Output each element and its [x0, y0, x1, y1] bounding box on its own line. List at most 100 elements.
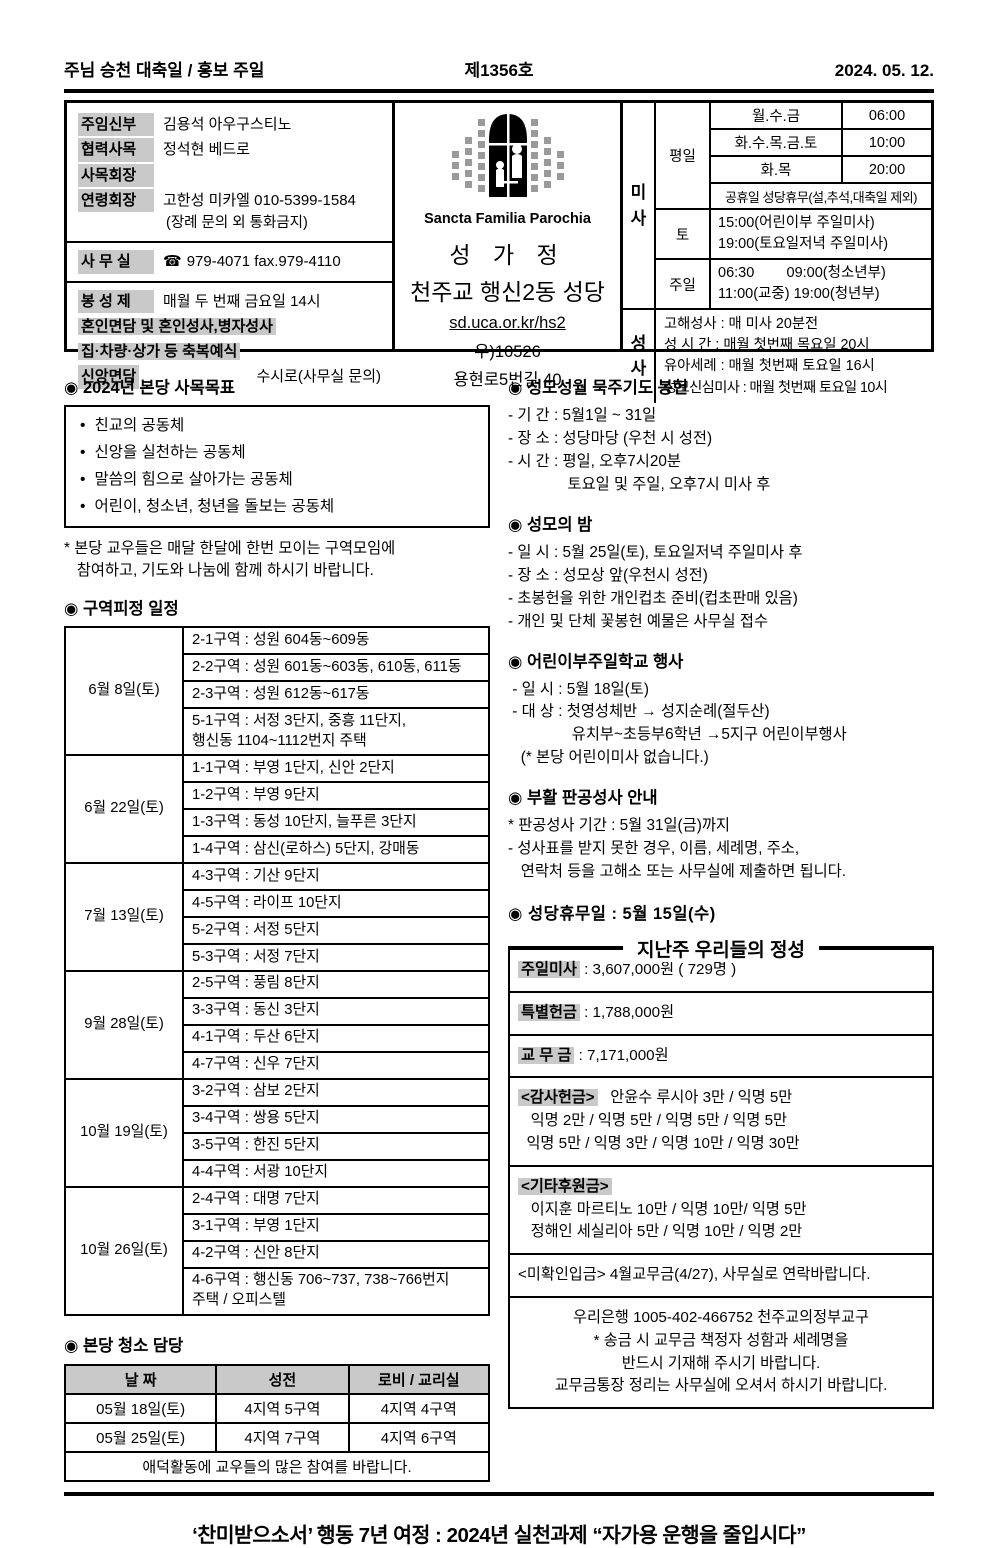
sunday-row: 주일 06:30 09:00(청소년부) 11:00(교중) 19:00(청년부… [656, 258, 931, 309]
goal-item: • 친교의 공동체 [80, 417, 185, 434]
pastor-row: 주임신부 김용석 아우구스티노 [78, 113, 381, 137]
offering-box: 지난주 우리들의 정성 주일미사 : 3,607,000원 ( 729명 ) 특… [508, 935, 934, 1410]
table-row: 2-3구역 : 성원 612동~617동 [65, 680, 490, 710]
table-row: 7월 13일(토) 4-3구역 : 기산 9단지 [64, 862, 490, 972]
table-row: 2-2구역 : 성원 601동~603동, 610동, 611동 [65, 653, 490, 683]
table-row: 1-4구역 : 삼신(로하스) 5단지, 강매동 [65, 835, 490, 865]
faith-row: 신앙면담 수시로(사무실 문의) [78, 365, 381, 389]
schedule-panel: 미사 평일 월.수.금 06:00 화.수.목.금.토 10:00 [623, 103, 931, 403]
seniors-label: 연령회장 [78, 188, 154, 212]
pastor-name: 김용석 아우구스티노 [163, 116, 292, 133]
sunday-label: 주일 [656, 260, 711, 309]
goals-heading: ◉ 2024년 본당 사목목표 [64, 379, 236, 397]
offering-dues-row: 교 무 금 : 7,171,000원 [510, 1033, 932, 1077]
mass-table: 평일 월.수.금 06:00 화.수.목.금.토 10:00 화 [656, 103, 931, 309]
retreat-heading: ◉ 구역피정 일정 [64, 600, 179, 619]
rosary-body: - 기 간 : 5월1일 ~ 31일 - 장 소 : 성당마당 (우천 시 성전… [508, 407, 771, 493]
saturday-row: 토 15:00(어린이부 주일미사) 19:00(토요일저녁 주일미사) [656, 210, 931, 259]
parish-logo [451, 114, 564, 197]
easter-confession-heading: ◉ 부활 판공성사 안내 [508, 789, 658, 808]
retreat-schedule-table: 6월 8일(토) 2-1구역 : 성원 604동~609동 2-2구역 : 성원 … [64, 626, 490, 1316]
seniors-name: 고한성 미카엘 010-5399-1584 [163, 191, 356, 209]
table-header-row: 날 짜 성전 로비 / 교리실 [63, 1363, 491, 1395]
table-row: 9월 28일(토) 2-5구역 : 풍림 8단지 [64, 969, 490, 1080]
parish-name-line1: 성 가 정 [449, 242, 566, 268]
seniors-note: (장례 문의 외 통화금지) [166, 215, 308, 231]
sacraments-title: 성사 [623, 310, 656, 403]
communion-label: 봉 성 제 [78, 289, 154, 313]
goals-box: • 친교의 공동체 • 신앙을 실천하는 공동체 • 말씀의 힘으로 살아가는 공동체… [64, 405, 490, 528]
goal-item: • 말씀의 힘으로 살아가는 공동체 [80, 471, 293, 489]
parish-website: sd.uca.or.kr/hs2 [449, 314, 566, 332]
contacts-panel: 주임신부 김용석 아우구스티노 협력사목 정석현 베드로 사목회장 연령회장 고… [67, 103, 395, 389]
seniors-row: 연령회장 고한성 미카엘 010-5399-1584 [78, 188, 381, 212]
table-row: 4-7구역 : 신우 7단지 [65, 1050, 490, 1080]
table-row: 5-2구역 : 서정 5단지 [65, 916, 490, 945]
phone-icon: ☎ [163, 253, 182, 271]
table-note-row: 애덕활동에 교우들의 많은 참여를 바랍니다. [64, 1450, 490, 1482]
associate-label: 협력사목 [78, 138, 154, 162]
feast-title: 주님 승천 대축일 / 홍보 주일 [64, 61, 265, 80]
associate-row: 협력사목 정석현 베드로 [78, 138, 381, 162]
table-row: 05월 25일(토) 4지역 7구역 4지역 6구역 [63, 1421, 491, 1453]
table-row: 3-5구역 : 한진 5단지 [65, 1131, 490, 1161]
table-row: 10월 19일(토) 3-2구역 : 삼보 2단지 [64, 1077, 490, 1188]
weekday-block: 평일 월.수.금 06:00 화.수.목.금.토 10:00 화 [656, 103, 931, 210]
children-event-heading: ◉ 어린이부주일학교 행사 [508, 652, 684, 671]
cleaning-heading: ◉ 본당 청소 담당 [64, 1336, 184, 1355]
issue-date: 2024. 05. 12. [834, 61, 935, 80]
parish-postal-code: 우)10526 [474, 343, 541, 361]
sacrament-line: 성 시 간 : 매월 첫번째 목요일 20시 [664, 337, 870, 354]
table-row: 1-3구역 : 동성 10단지, 늘푸른 3단지 [65, 808, 490, 838]
divider [67, 241, 392, 244]
blessing-line: 집·차량·상가 등 축복예식 [78, 340, 381, 363]
offering-unknown-row: <미확인입금> 4월교무금(4/27), 사무실로 연락바랍니다. [510, 1253, 932, 1296]
associate-name: 정석현 베드로 [163, 141, 250, 159]
sacrament-line: 유아세례 : 매월 첫번째 토요일 16시 [664, 358, 875, 375]
table-row: 6월 8일(토) 2-1구역 : 성원 604동~609동 [64, 626, 490, 757]
offering-title: 지난주 우리들의 정성 [623, 935, 819, 963]
parish-latin-name: Sancta Familia Parochia [424, 211, 591, 227]
bulletin-page: 주님 승천 대축일 / 홍보 주일 제1356호 2024. 05. 12. 주… [63, 61, 935, 1547]
marriage-line: 혼인면담 및 혼인성사,병자성사 [78, 315, 381, 338]
table-row: 1-2구역 : 부영 9단지 [65, 781, 490, 811]
goal-item: • 신앙을 실천하는 공동체 [80, 444, 246, 462]
table-row: 10월 26일(토) 2-4구역 : 대명 7단지 [64, 1185, 490, 1316]
table-row: 4-2구역 : 신안 8단지 [65, 1239, 490, 1269]
parish-name-line2: 천주교 행신2동 성당 [410, 279, 605, 305]
divider [67, 280, 392, 283]
weekday-row: 화.수.목.금.토 10:00 [711, 130, 931, 157]
sacraments-block: 성사 고해성사 : 매 미사 20분전 성 시 간 : 매월 첫번째 목요일 2… [623, 310, 931, 403]
table-row: 4-6구역 : 행신동 706~737, 738~766번지 주택 / 오피스텔 [65, 1266, 490, 1316]
issue-number: 제1356호 [464, 61, 534, 80]
easter-confession-section: ◉ 부활 판공성사 안내 * 판공성사 기간 : 5월 31일(금)까지 - 성… [508, 784, 934, 884]
table-row: 3-4구역 : 쌍용 5단지 [65, 1104, 490, 1134]
weekday-row: 화.목 20:00 [711, 157, 931, 184]
parish-address: 용현로5번길 40 [453, 371, 562, 389]
offering-special-row: 특별헌금 : 1,788,000원 [510, 990, 932, 1034]
mary-night-heading: ◉ 성모의 밤 [508, 515, 593, 534]
table-row: 4-1구역 : 두산 6단지 [65, 1023, 490, 1053]
faith-label: 신앙면담 [78, 365, 140, 389]
communion-row: 봉 성 제 매월 두 번째 금요일 14시 [78, 289, 381, 313]
office-label: 사 무 실 [78, 250, 154, 274]
right-column: ◉ 성모성월 묵주기도 봉헌 - 기 간 : 5월1일 ~ 31일 - 장 소 … [508, 366, 934, 1482]
holiday-note: 공휴일 성당휴무(설,추석,대축일 제외) [724, 189, 918, 205]
sacrament-line: 고해성사 : 매 미사 20분전 [664, 316, 819, 333]
footer-slogan: ‘찬미받으소서’ 행동 7년 여정 : 2024년 실천과제 “자가용 운행을 … [192, 1523, 806, 1547]
table-row: 4-4구역 : 서광 10단지 [65, 1158, 490, 1188]
mass-title: 미사 [623, 103, 656, 309]
rosary-section: ◉ 성모성월 묵주기도 봉헌 - 기 간 : 5월1일 ~ 31일 - 장 소 … [508, 374, 934, 497]
communion-value: 매월 두 번째 금요일 14시 [163, 292, 321, 310]
sunday-times: 06:30 09:00(청소년부) 11:00(교중) 19:00(청년부) [718, 265, 886, 303]
saturday-label: 토 [656, 210, 711, 259]
weekday-row: 월.수.금 06:00 [711, 103, 931, 130]
sacrament-line: 성모신심미사 : 매월 첫번째 토요일 10시 [664, 379, 888, 396]
rosary-heading: ◉ 성모성월 묵주기도 봉헌 [508, 379, 688, 397]
office-row: 사 무 실 ☎ 979-4071 fax.979-4110 [78, 250, 381, 274]
parish-info-box: 주임신부 김용석 아우구스티노 협력사목 정석현 베드로 사목회장 연령회장 고… [64, 100, 934, 403]
children-event-section: ◉ 어린이부주일학교 행사 - 일 시 : 5월 18일(토) - 대 상 : … [508, 648, 934, 771]
table-row: 3-3구역 : 동신 3단지 [65, 996, 490, 1026]
goals-note: * 본당 교우들은 매달 한달에 한번 모이는 구역모임에 참여하고, 기도와 … [64, 539, 396, 580]
parish-identity-panel: Sancta Familia Parochia 성 가 정 천주교 행신2동 성… [395, 103, 623, 389]
